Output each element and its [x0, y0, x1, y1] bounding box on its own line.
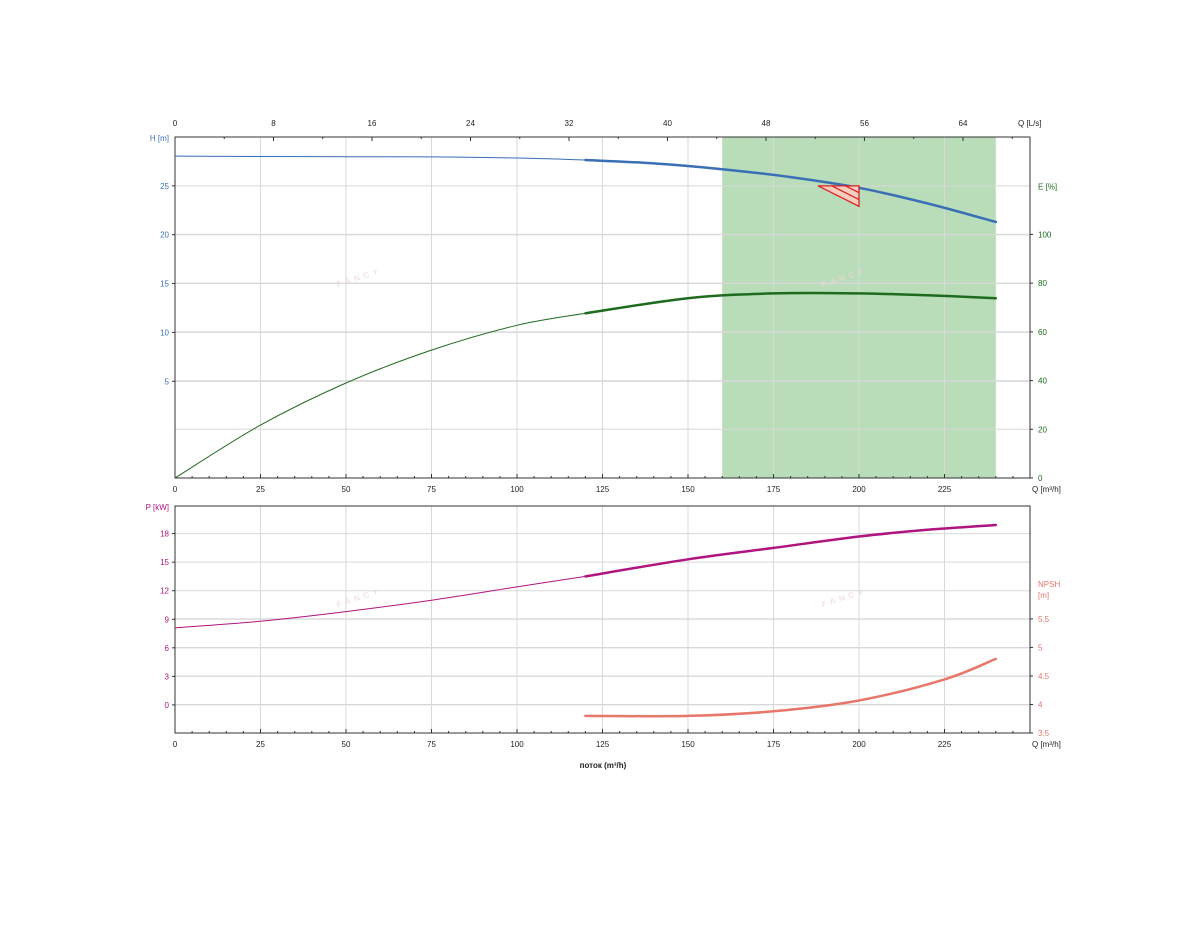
watermark-logo: FANCY: [820, 586, 868, 609]
y-tick-label: 20: [160, 231, 169, 240]
head-curve-thin: [174, 155, 586, 161]
x-axis-label: Q [m³/h]: [1032, 485, 1061, 494]
y2-axis-label: NPSH: [1038, 580, 1060, 589]
x-tick-label: 150: [681, 485, 695, 494]
x-tick-label: 25: [256, 485, 265, 494]
y-axis-label: P [kW]: [146, 503, 169, 512]
x-axis-title: поток (m³/h): [580, 761, 627, 770]
y-axis-label: H [m]: [150, 134, 169, 143]
y-tick-label: 5: [165, 377, 170, 386]
x-tick-label: 125: [596, 740, 610, 749]
x2-axis-label: Q [L/s]: [1018, 119, 1042, 128]
x-tick-label: 175: [767, 740, 781, 749]
watermark-logo: FANCY: [335, 586, 383, 609]
x-tick-label: 75: [427, 485, 436, 494]
x-tick-label: 50: [342, 485, 351, 494]
x-tick-label: 200: [852, 485, 866, 494]
x-tick-label: 75: [427, 740, 436, 749]
y2-tick-label: 60: [1038, 328, 1047, 337]
y2-tick-label: 5: [1038, 643, 1043, 652]
y2-tick-label: 20: [1038, 425, 1047, 434]
power-curve: [584, 523, 998, 578]
x2-tick-label: 40: [663, 119, 672, 128]
x2-tick-label: 24: [466, 119, 475, 128]
y-tick-label: 3: [165, 672, 170, 681]
y2-axis-label: E [%]: [1038, 182, 1057, 191]
y2-tick-label: 0: [1038, 474, 1043, 483]
y-tick-label: 18: [160, 530, 169, 539]
x2-tick-label: 64: [959, 119, 968, 128]
x-tick-label: 0: [173, 740, 178, 749]
x-tick-label: 150: [681, 740, 695, 749]
x-tick-label: 50: [342, 740, 351, 749]
y2-axis-label: [m]: [1038, 591, 1049, 600]
y-tick-label: 12: [160, 587, 169, 596]
watermark-logo: FANCY: [335, 266, 383, 289]
x-tick-label: 225: [938, 740, 952, 749]
x-tick-label: 225: [938, 485, 952, 494]
x2-tick-label: 32: [565, 119, 574, 128]
y-tick-label: 9: [165, 615, 170, 624]
y2-tick-label: 3.5: [1038, 729, 1050, 738]
head-curve: [584, 158, 998, 224]
x2-tick-label: 56: [860, 119, 869, 128]
y-tick-label: 25: [160, 182, 169, 191]
x-tick-label: 125: [596, 485, 610, 494]
x-tick-label: 100: [510, 740, 524, 749]
efficiency-curve: [584, 291, 998, 315]
operating-point-hatch: [831, 185, 860, 201]
operating-point-marker: [817, 185, 860, 208]
npsh-curve: [584, 657, 998, 718]
power-curve-thin: [174, 575, 586, 629]
x-tick-label: 100: [510, 485, 524, 494]
y2-tick-label: 5.5: [1038, 615, 1050, 624]
y2-tick-label: 80: [1038, 279, 1047, 288]
x2-tick-label: 16: [368, 119, 377, 128]
x-tick-label: 200: [852, 740, 866, 749]
x-tick-label: 175: [767, 485, 781, 494]
y-tick-label: 15: [160, 558, 169, 567]
y-tick-label: 6: [165, 644, 170, 653]
y-tick-label: 0: [165, 701, 170, 710]
x-tick-label: 0: [173, 485, 178, 494]
y2-tick-label: 4: [1038, 700, 1043, 709]
x-tick-label: 25: [256, 740, 265, 749]
x2-tick-label: 8: [271, 119, 276, 128]
x2-tick-label: 0: [173, 119, 178, 128]
operating-point-hatch: [845, 185, 860, 194]
y2-tick-label: 100: [1038, 230, 1052, 239]
y-tick-label: 15: [160, 280, 169, 289]
x-axis-label: Q [m³/h]: [1032, 740, 1061, 749]
x2-tick-label: 48: [762, 119, 771, 128]
y2-tick-label: 40: [1038, 377, 1047, 386]
y2-tick-label: 4.5: [1038, 672, 1050, 681]
efficiency-curve-thin: [174, 312, 586, 479]
y-tick-label: 10: [160, 328, 169, 337]
